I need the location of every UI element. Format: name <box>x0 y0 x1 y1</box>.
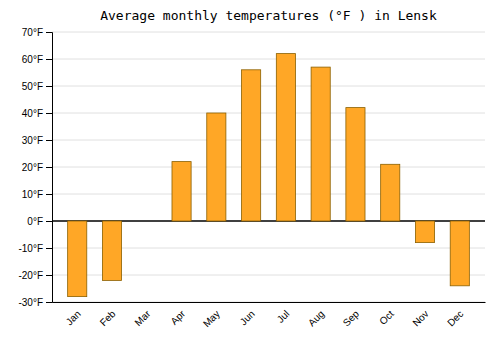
tick: Nov <box>410 308 430 328</box>
tick: -30°F <box>18 297 52 308</box>
tick-label: -20°F <box>18 270 43 281</box>
tick: 0°F <box>27 216 52 227</box>
bar <box>137 221 156 222</box>
tick: 50°F <box>22 81 52 92</box>
bar <box>311 67 330 221</box>
tick-label: Feb <box>98 308 118 328</box>
tick-mark <box>46 194 52 195</box>
bar <box>381 164 400 221</box>
tick-label: Aug <box>306 308 326 328</box>
bar <box>242 70 261 221</box>
tick-label: Jul <box>275 308 292 325</box>
tick-label: 70°F <box>22 27 43 38</box>
x-axis: Jan Feb Mar Apr May Jun Jul Aug Sep Oct Nov Dec <box>53 303 486 330</box>
grid-line <box>52 302 485 303</box>
plot: -30°F -20°F -10°F 0°F 10°F 20°F 30°F 40°F 50°F 60… <box>18 27 485 330</box>
tick-label: -10°F <box>18 243 43 254</box>
tick-mark <box>46 59 52 60</box>
tick-label: -30°F <box>18 297 43 308</box>
tick-mark <box>46 221 52 222</box>
tick: 30°F <box>22 135 52 146</box>
grid-line <box>52 86 485 87</box>
tick: May <box>201 308 222 329</box>
bar <box>415 221 434 243</box>
tick-mark <box>46 140 52 141</box>
tick-mark <box>46 32 52 33</box>
tick: 20°F <box>22 162 52 173</box>
bar <box>102 221 121 280</box>
tick-label: Jan <box>64 308 83 327</box>
tick-mark <box>46 302 52 303</box>
grid-line <box>52 113 485 114</box>
tick-mark <box>46 167 52 168</box>
bar <box>346 108 365 221</box>
grid-line <box>52 140 485 141</box>
axis-line <box>53 302 486 303</box>
grid-line <box>52 32 485 33</box>
tick-mark <box>46 275 52 276</box>
tick-label: 40°F <box>22 108 43 119</box>
bar <box>450 221 469 286</box>
tick-mark <box>46 248 52 249</box>
bar <box>68 221 87 297</box>
tick: Oct <box>377 308 396 327</box>
tick-label: Apr <box>168 308 187 327</box>
bar <box>207 113 226 221</box>
grid-line <box>52 194 485 195</box>
tick: Aug <box>306 308 326 328</box>
tick: 70°F <box>22 27 52 38</box>
tick-label: 60°F <box>22 54 43 65</box>
grid-line <box>52 167 485 168</box>
grid <box>52 32 485 302</box>
tick: Jul <box>275 308 292 325</box>
tick-label: Dec <box>445 308 465 328</box>
tick: Feb <box>98 308 118 328</box>
tick: 40°F <box>22 108 52 119</box>
grid-line <box>52 59 485 60</box>
y-axis: -30°F -20°F -10°F 0°F 10°F 20°F 30°F 40°F 50°F 60… <box>18 27 52 308</box>
tick-label: 50°F <box>22 81 43 92</box>
bar <box>276 54 295 221</box>
tick-label: Jun <box>238 308 257 327</box>
tick: Jun <box>238 308 257 327</box>
tick: 10°F <box>22 189 52 200</box>
tick-mark <box>46 113 52 114</box>
tick-label: 30°F <box>22 135 43 146</box>
tick: Jan <box>64 308 83 327</box>
tick-label: Sep <box>341 308 362 329</box>
bars <box>68 54 470 297</box>
bar <box>172 162 191 221</box>
tick-label: May <box>201 308 222 329</box>
tick: -20°F <box>18 270 52 281</box>
tick: Dec <box>445 308 465 328</box>
tick-label: 0°F <box>27 216 43 227</box>
axis-line <box>46 33 53 303</box>
tick-label: Nov <box>410 308 430 328</box>
tick-label: Mar <box>132 308 152 328</box>
tick-label: 10°F <box>22 189 43 200</box>
title: Average monthly temperatures (°F ) in Le… <box>100 8 437 23</box>
tick-label: 20°F <box>22 162 43 173</box>
tick-label: Oct <box>377 308 396 327</box>
tick: -10°F <box>18 243 52 254</box>
tick: Mar <box>132 308 152 328</box>
tick: 60°F <box>22 54 52 65</box>
tick: Sep <box>341 308 362 329</box>
chart: -30°F -20°F -10°F 0°F 10°F 20°F 30°F 40°F 50°F 60… <box>0 0 500 350</box>
tick: Apr <box>168 308 187 327</box>
tick-mark <box>46 86 52 87</box>
